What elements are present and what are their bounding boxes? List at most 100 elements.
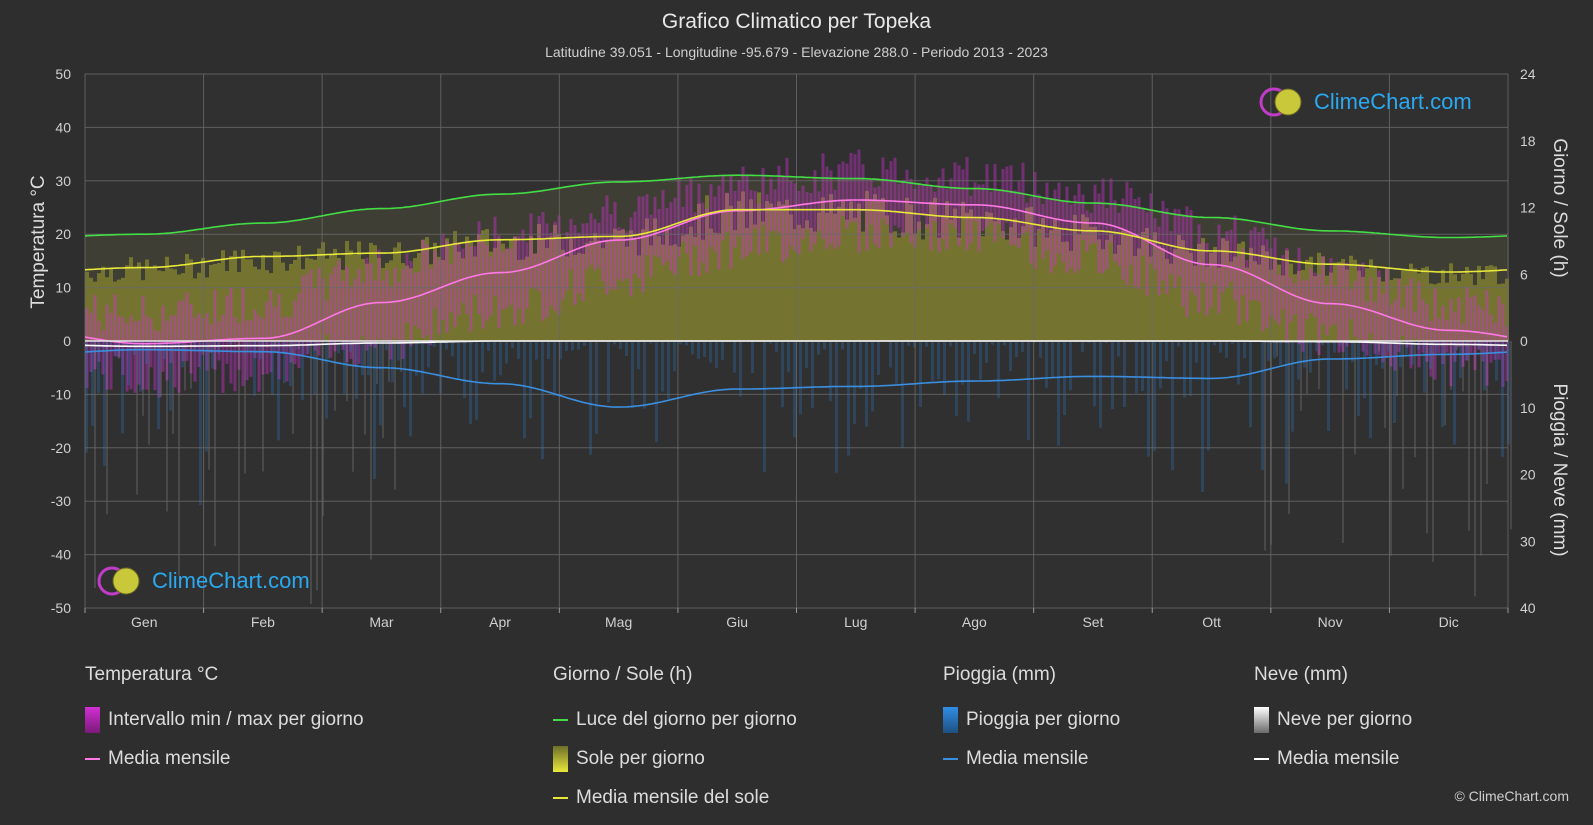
daylight-bar [1329, 230, 1333, 341]
sunshine-bar [817, 212, 821, 341]
daylight-bar [1353, 231, 1357, 341]
temp-range-bar [1449, 299, 1453, 387]
snow-bar [190, 341, 192, 389]
temp-range-bar [369, 262, 373, 347]
temp-range-bar [1181, 214, 1185, 307]
rain-bar [877, 341, 880, 376]
rain-bar [385, 341, 388, 351]
temp-range-bar [413, 272, 417, 326]
sunshine-bar [1273, 258, 1277, 341]
sunshine-bar [633, 238, 637, 341]
temp-range-bar [981, 184, 985, 231]
sunshine-bar [957, 237, 961, 341]
climechart-logo-icon [1259, 87, 1302, 117]
daylight-bar [1197, 216, 1201, 341]
sunshine-bar [665, 226, 669, 341]
daylight-bar [473, 195, 477, 341]
daylight-bar [909, 182, 913, 341]
daylight-bar [221, 226, 225, 341]
rain-bar [433, 341, 436, 347]
temp-range-bar [1029, 197, 1033, 264]
daylight-bar [453, 199, 457, 341]
temp-range-bar [921, 184, 925, 216]
sunshine-bar [1469, 273, 1473, 341]
temp-range-bar [993, 163, 997, 242]
logo-top-right[interactable]: ClimeChart.com [1258, 86, 1472, 118]
sunshine-bar [101, 266, 105, 341]
sunshine-bar [641, 229, 645, 341]
daylight-bar [93, 235, 97, 341]
rain-bar [949, 341, 952, 347]
sunshine-bar [805, 220, 809, 341]
rain-bar [1363, 341, 1366, 399]
rain-bar [1267, 341, 1270, 361]
sunshine-bar [901, 232, 905, 341]
temp-range-bar [833, 189, 837, 249]
y-axis-right-top-label: Giorno / Sole (h) [1549, 138, 1570, 277]
logo-bottom-left[interactable]: ClimeChart.com [96, 565, 310, 597]
daylight-bar [865, 178, 869, 341]
temp-range-bar [709, 184, 713, 247]
rain-bar [961, 341, 964, 385]
daylight-bar [637, 181, 641, 341]
daylight-bar [645, 181, 649, 341]
temp-range-bar [109, 313, 113, 390]
sunshine-bar [305, 257, 309, 341]
x-tick-label: Giu [726, 614, 748, 630]
daylight-bar [485, 194, 489, 341]
daylight-bar [1429, 237, 1433, 341]
temp-range-bar [857, 149, 861, 253]
rain-bar [859, 341, 862, 389]
rain-bar [679, 341, 682, 345]
rain-bar [367, 341, 370, 376]
y-right-bottom-tick-label: 40 [1520, 600, 1536, 616]
rain-bar [691, 341, 694, 355]
sunshine-bar [1053, 219, 1057, 341]
sunshine-bar [1193, 265, 1197, 341]
daylight-bar [917, 183, 921, 341]
rain-bar [1495, 341, 1498, 381]
daylight-bar [1149, 209, 1153, 341]
daylight-bar [1033, 195, 1037, 341]
sunshine-bar [1505, 278, 1509, 341]
rain-bar [709, 341, 712, 363]
sunshine-bar [973, 217, 977, 341]
sunshine-bar [1121, 230, 1125, 341]
rain-bar [1417, 341, 1420, 350]
temp-range-bar [313, 287, 317, 351]
temp-range-bar [93, 294, 97, 370]
daylight-bar [901, 181, 905, 341]
sunshine-bar [749, 199, 753, 341]
temp-range-bar [593, 219, 597, 271]
sunshine-bar [149, 266, 153, 341]
daylight-bar [889, 180, 893, 341]
sunshine-bar [1189, 252, 1193, 341]
y-left-tick-label: -30 [51, 493, 71, 509]
sunshine-bar [833, 213, 837, 341]
daylight-bar [457, 198, 461, 341]
daylight-bar [1337, 230, 1341, 341]
sunshine-bar [1149, 256, 1153, 341]
daylight-bar [781, 176, 785, 341]
sunshine-bar [1289, 263, 1293, 341]
daylight-bar [1405, 235, 1409, 341]
sunshine-bar [201, 257, 205, 341]
snow-bar [352, 341, 354, 472]
temp-range-bar [1389, 304, 1393, 367]
daylight-bar [1049, 198, 1053, 341]
sunshine-bar [333, 248, 337, 341]
daylight-bar [1489, 236, 1493, 341]
daylight-bar [169, 233, 173, 341]
rain-bar [583, 341, 586, 346]
sunshine-bar [1477, 265, 1481, 341]
temp-range-bar [229, 287, 233, 384]
snow-swatch [1254, 706, 1269, 733]
temp-range-bar [1457, 297, 1461, 347]
temp-range-bar [917, 182, 921, 231]
daylight-bar [989, 189, 993, 341]
daylight-bar [733, 175, 737, 341]
sunshine-bar [297, 245, 301, 341]
sunshine-bar [889, 232, 893, 341]
temp-range-bar [589, 213, 593, 265]
temp-range-bar [681, 206, 685, 242]
